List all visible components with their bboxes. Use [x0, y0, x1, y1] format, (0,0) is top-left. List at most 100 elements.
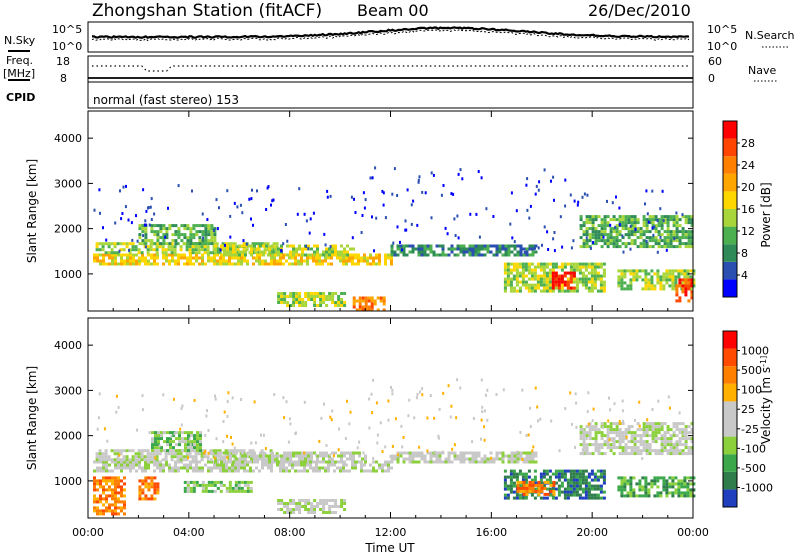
- velocity-cell: [539, 478, 543, 482]
- velocity-cell: [639, 440, 643, 444]
- power-cell: [531, 250, 535, 254]
- power-cell: [319, 304, 323, 307]
- velocity-cell: [107, 455, 111, 459]
- velocity-cell: [660, 440, 664, 444]
- power-cell: [683, 275, 687, 279]
- velocity-speck: [162, 393, 165, 397]
- power-cell: [627, 227, 631, 231]
- velocity-cell: [690, 428, 694, 432]
- power-cell: [450, 244, 454, 248]
- power-cell: [690, 242, 694, 246]
- power-cell: [232, 247, 235, 251]
- velocity-cell: [515, 496, 519, 500]
- power-cell: [420, 244, 424, 248]
- velocity-cell: [304, 460, 307, 464]
- power-cell: [254, 251, 258, 255]
- velocity-cell: [630, 434, 634, 438]
- power-cell: [663, 218, 667, 222]
- power-cell: [286, 253, 289, 257]
- power-speck: [547, 248, 550, 251]
- velocity-cell: [665, 491, 669, 495]
- power-cell: [238, 250, 241, 254]
- velocity-cell: [169, 449, 172, 453]
- power-cell: [242, 242, 246, 246]
- power-cell: [367, 296, 371, 300]
- power-cell: [618, 230, 622, 234]
- power-cell: [635, 278, 639, 282]
- power-cell: [342, 259, 345, 263]
- velocity-cell: [238, 457, 241, 461]
- velocity-cell: [669, 443, 673, 447]
- power-cell: [138, 259, 141, 263]
- power-cell: [674, 269, 678, 273]
- power-cell: [690, 224, 694, 228]
- velocity-cell: [660, 449, 664, 453]
- power-cell: [153, 259, 156, 263]
- velocity-cell: [596, 478, 600, 482]
- velocity-cell: [346, 451, 349, 455]
- power-cell: [137, 248, 141, 252]
- velocity-cell: [358, 454, 361, 458]
- velocity-cell: [190, 449, 193, 453]
- velocity-speck: [433, 416, 436, 420]
- power-cell: [687, 230, 691, 234]
- power-cell: [678, 296, 682, 300]
- velocity-cell: [596, 469, 600, 473]
- velocity-cell: [222, 463, 225, 467]
- power-cell: [215, 245, 219, 249]
- power-cell: [256, 253, 259, 257]
- power-cell: [138, 227, 142, 231]
- velocity-cell: [572, 472, 576, 476]
- power-cell: [238, 244, 241, 248]
- power-cell: [126, 256, 129, 260]
- power-cell: [108, 253, 111, 257]
- velocity-cell: [95, 452, 99, 456]
- power-cell: [104, 251, 108, 255]
- power-cell: [495, 244, 499, 248]
- velocity-cell: [216, 486, 220, 490]
- power-cell: [645, 221, 649, 225]
- velocity-cell: [354, 460, 357, 464]
- velocity-cell: [298, 457, 301, 461]
- velocity-speck: [331, 409, 334, 413]
- velocity-cell: [222, 483, 226, 487]
- velocity-cell: [304, 454, 307, 458]
- velocity-cell: [618, 437, 622, 441]
- power-cell: [304, 304, 308, 307]
- power-speck: [364, 198, 367, 202]
- velocity-cell: [582, 446, 586, 450]
- velocity-cell: [363, 463, 366, 467]
- velocity-cell: [105, 509, 108, 513]
- velocity-cell: [642, 425, 646, 429]
- velocity-cell: [227, 449, 231, 453]
- power-cell: [310, 295, 314, 298]
- velocity-cell: [135, 463, 138, 467]
- velocity-cell: [435, 451, 439, 455]
- velocity-cell: [137, 455, 141, 459]
- velocity-cell: [681, 431, 685, 435]
- power-cell: [521, 271, 525, 275]
- velocity-cell: [519, 480, 523, 484]
- velocity-cell: [319, 502, 323, 505]
- velocity-cell: [624, 428, 628, 432]
- power-cell: [588, 227, 592, 231]
- power-cell: [204, 233, 208, 237]
- velocity-cell: [680, 485, 684, 489]
- power-cell: [204, 227, 208, 231]
- velocity-cell: [408, 457, 412, 461]
- velocity-cell: [581, 487, 585, 491]
- velocity-speck: [442, 391, 445, 395]
- power-cell: [243, 259, 246, 263]
- noise-search-line: [91, 28, 690, 42]
- power-cell: [644, 275, 648, 279]
- cpid-panel: CPID normal (fast stereo) 153: [6, 81, 694, 109]
- velocity-cell: [117, 491, 120, 495]
- velocity-cell: [689, 488, 693, 492]
- velocity-cell: [606, 440, 610, 444]
- velocity-cell: [663, 443, 667, 447]
- time-tick-label: 20:00: [576, 526, 608, 539]
- power-cell: [337, 304, 341, 307]
- power-cell: [105, 262, 108, 266]
- velocity-cell: [654, 440, 658, 444]
